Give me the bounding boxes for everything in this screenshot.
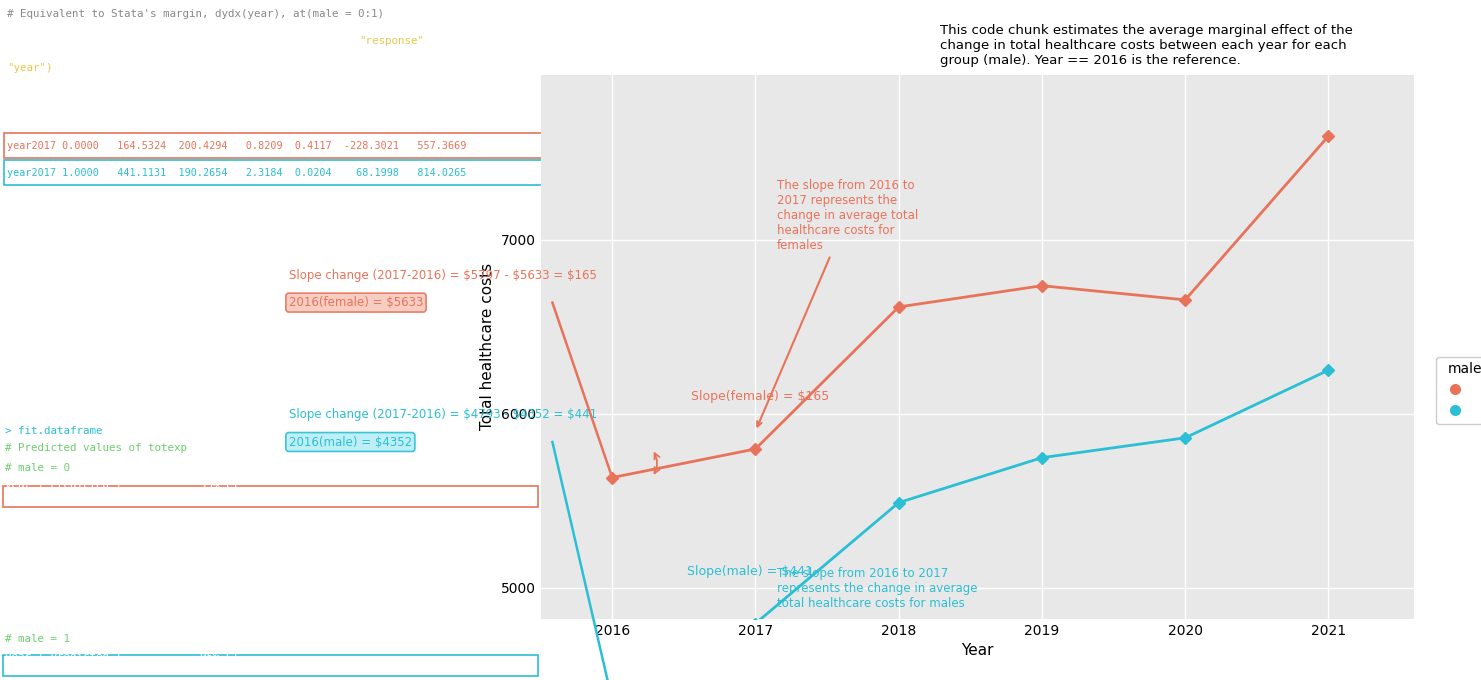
Text: Slope(male) = $441: Slope(male) = $441	[687, 565, 813, 579]
Text: 2016  |    4351.80 |  [4070.08, 4633.51]: 2016 | 4351.80 | [4070.08, 4633.51]	[6, 660, 265, 671]
Text: year2019 1.0000  1395.2170  213.9435   6.5214  0.0000   975.8953  1814.5386: year2019 1.0000 1395.2170 213.9435 6.521…	[7, 275, 467, 286]
Text: year | Predicted |            95% CI: year | Predicted | 95% CI	[6, 479, 240, 490]
Legend: 0, 1: 0, 1	[1437, 357, 1481, 424]
Text: 2020  |    6655.00 |  [6252.98, 7057.02]: 2020 | 6655.00 | [6252.98, 7057.02]	[6, 581, 265, 591]
Text: Slope change (2017-2016) = $4793 - $4352 = $441: Slope change (2017-2016) = $4793 - $4352…	[289, 408, 597, 422]
Text: year2021 0.0000  1964.5098  279.9436   7.0175  0.0000  1415.8305  2513.1891: year2021 0.0000 1964.5098 279.9436 7.017…	[7, 356, 467, 367]
Text: This code chunk estimates the average marginal effect of the
change in total hea: This code chunk estimates the average ma…	[940, 24, 1354, 67]
Text: factor   male      AME       SE        z       p      lower      upper: factor male AME SE z p lower upper	[7, 122, 449, 131]
Text: 2021  |    7597.16 |  [7136.91, 8057.41]: 2021 | 7597.16 | [7136.91, 8057.41]	[6, 602, 265, 613]
Text: year2017 1.0000   441.1131  190.2654   2.3184  0.0204    68.1998   814.0265: year2017 1.0000 441.1131 190.2654 2.3184…	[7, 168, 467, 177]
Text: Slope(female) = $165: Slope(female) = $165	[692, 390, 829, 403]
Y-axis label: Total healthcare costs: Total healthcare costs	[480, 263, 495, 430]
Text: # male = 0: # male = 0	[6, 462, 71, 473]
X-axis label: Year: Year	[961, 643, 994, 658]
Text: 2019  |    6736.55 |  [6424.24, 7048.86]: 2019 | 6736.55 | [6424.24, 7048.86]	[6, 558, 265, 568]
Text: # Predicted values of totexp: # Predicted values of totexp	[6, 443, 188, 453]
Text: 2016(male) = $4352: 2016(male) = $4352	[289, 435, 412, 449]
Text: year2018 0.0000   981.6884  231.2367   4.2454  0.0000  -528.4728  1434.9040: year2018 0.0000 981.6884 231.2367 4.2454…	[7, 194, 467, 205]
Text: # Equivalent to Stata's margin, dydx(year), at(male = 0:1): # Equivalent to Stata's margin, dydx(yea…	[7, 9, 384, 19]
Text: , design = survey_design, at = list(male =: , design = survey_design, at = list(male…	[429, 36, 703, 47]
Text: The slope from 2016 to
2017 represents the
change in average total
healthcare co: The slope from 2016 to 2017 represents t…	[757, 179, 918, 426]
Text: # male = 1: # male = 1	[6, 634, 71, 644]
Text: The slope from 2016 to 2017
represents the change in average
total healthcare co: The slope from 2016 to 2017 represents t…	[778, 567, 977, 610]
Text: "year"): "year")	[7, 63, 53, 73]
Text: "response": "response"	[358, 36, 424, 46]
Text: 2016  |    5632.65 |  [5331.39, 5933.91]: 2016 | 5632.65 | [5331.39, 5933.91]	[6, 492, 265, 502]
Text: Slope change (2017-2016) = $5797 - $5633 = $165: Slope change (2017-2016) = $5797 - $5633…	[289, 269, 597, 282]
Text: year2021 1.0000  1898.8574  317.1989   5.9863  0.0000  1277.1590  2520.5558: year2021 1.0000 1898.8574 317.1989 5.986…	[7, 384, 467, 393]
Text: year2017 0.0000   164.5324  200.4294   0.8209  0.4117  -228.3021   557.3669: year2017 0.0000 164.5324 200.4294 0.8209…	[7, 141, 467, 151]
Text: margins2 <- margins(survey_model, type =: margins2 <- margins(survey_model, type =	[7, 36, 274, 47]
Text: year2020 1.0000  1509.4799  283.8927   5.3321  0.0000   954.6284  2064.3314: year2020 1.0000 1509.4799 283.8927 5.332…	[7, 329, 467, 339]
Text: year2018 1.0000  1136.5061  225.5083   5.0398  0.0000   694.5180  1578.4942: year2018 1.0000 1136.5061 225.5083 5.039…	[7, 222, 467, 232]
Text: year2019 0.0000  1103.9018  220.8324   4.9988  0.0000   671.0782  1536.7254: year2019 0.0000 1103.9018 220.8324 4.998…	[7, 249, 467, 258]
Text: 2018  |    6614.34 |  [6274.20, 6954.48]: 2018 | 6614.34 | [6274.20, 6954.48]	[6, 536, 265, 547]
Text: > fit.dataframe: > fit.dataframe	[6, 426, 102, 436]
Text: year | Predicted |            95% CI: year | Predicted | 95% CI	[6, 651, 240, 662]
Text: 2016(female) = $5633: 2016(female) = $5633	[289, 296, 424, 309]
Text: summary(margins2): summary(margins2)	[7, 90, 117, 100]
Text: year2020 0.0000  1022.3480  255.6657   3.9988  0.0001   521.2525  1523.4436: year2020 0.0000 1022.3480 255.6657 3.998…	[7, 303, 467, 312]
Text: 2017  |    5797.18 |  [5478.15, 6116.21]: 2017 | 5797.18 | [5478.15, 6116.21]	[6, 514, 265, 524]
